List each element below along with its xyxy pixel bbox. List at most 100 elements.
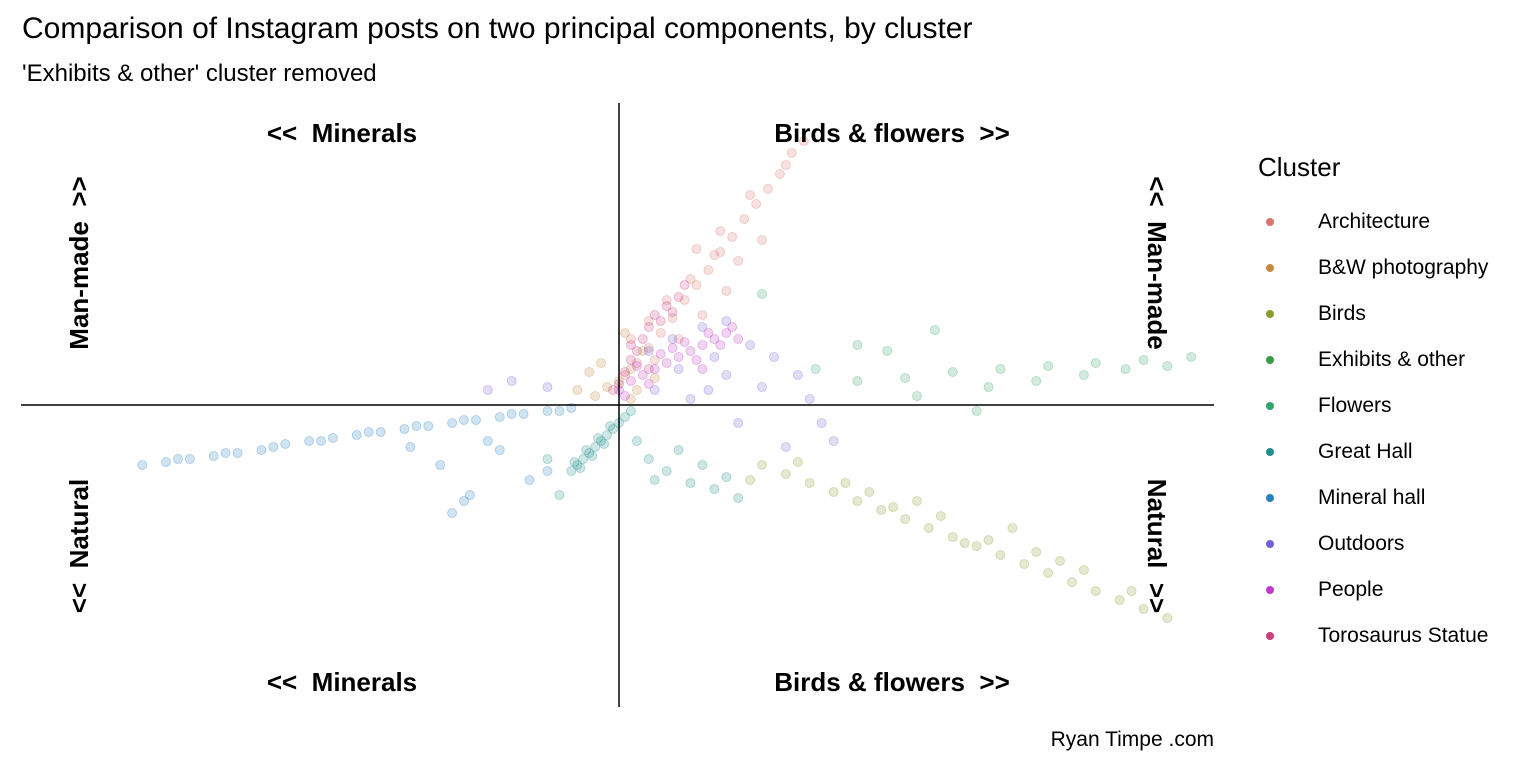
data-point: [1079, 565, 1089, 575]
series-people: [614, 322, 744, 401]
data-point: [459, 415, 469, 425]
data-point: [661, 301, 672, 311]
data-point: [327, 433, 338, 443]
data-point: [1162, 613, 1173, 623]
data-point: [983, 382, 994, 392]
data-point: [584, 448, 595, 458]
data-point: [620, 328, 630, 338]
data-point: [804, 478, 815, 488]
legend-label: Flowers: [1318, 394, 1392, 417]
data-point: [596, 436, 606, 446]
data-point: [757, 460, 767, 470]
data-point: [1019, 559, 1030, 569]
data-point: [769, 352, 779, 362]
data-point: [792, 457, 803, 467]
data-point: [304, 436, 315, 446]
data-point: [930, 325, 940, 335]
data-point: [351, 430, 362, 440]
data-point: [1162, 361, 1173, 371]
data-point: [685, 274, 696, 284]
data-point: [721, 286, 732, 296]
data-point: [703, 328, 714, 338]
data-point: [632, 436, 642, 446]
data-point: [1138, 604, 1149, 614]
legend-key: [1258, 578, 1282, 602]
data-point: [626, 406, 636, 416]
data-point: [745, 475, 755, 485]
legend-item: Torosaurus Statue: [1258, 613, 1488, 659]
series-outdoors: [482, 316, 839, 452]
data-point: [632, 385, 642, 395]
data-point: [715, 226, 726, 236]
data-point: [792, 370, 803, 380]
data-point: [542, 406, 553, 416]
data-point: [482, 385, 493, 395]
data-point: [375, 427, 386, 437]
data-point: [649, 310, 660, 320]
data-point: [637, 334, 648, 344]
legend-label: People: [1318, 578, 1384, 601]
data-point: [587, 451, 598, 461]
legend-item: Architecture: [1258, 199, 1488, 245]
data-point: [673, 364, 684, 374]
label-bottom-left: << Minerals: [267, 667, 417, 697]
data-point: [763, 184, 773, 194]
data-point: [506, 409, 517, 419]
data-point: [721, 328, 732, 338]
label-bottom-right: Birds & flowers >>: [774, 667, 1010, 697]
data-point: [643, 316, 654, 326]
data-point: [649, 355, 660, 365]
data-point: [649, 385, 660, 395]
legend-label: B&W photography: [1318, 256, 1489, 279]
data-point: [1090, 586, 1101, 596]
legend-label: Exhibits & other: [1318, 348, 1466, 371]
chart-title: Comparison of Instagram posts on two pri…: [22, 12, 973, 45]
data-point: [757, 382, 767, 392]
data-point: [184, 454, 195, 464]
data-point: [632, 358, 642, 368]
data-point: [733, 493, 744, 503]
data-point: [679, 337, 690, 347]
data-point: [602, 382, 612, 392]
legend-dot: [1266, 632, 1274, 640]
data-point: [524, 475, 535, 485]
data-point: [584, 367, 595, 377]
data-point: [542, 466, 553, 476]
data-point: [626, 334, 636, 344]
data-point: [727, 322, 738, 332]
data-point: [816, 418, 827, 428]
legend-dot: [1266, 402, 1274, 410]
data-point: [566, 466, 577, 476]
data-point: [554, 406, 565, 416]
data-point: [655, 349, 666, 359]
label-right-top: << Man-made: [1142, 176, 1172, 349]
series-architecture: [620, 136, 809, 380]
legend: Cluster Architecture B&W photography Birds…: [1258, 152, 1488, 659]
data-point: [679, 295, 690, 305]
data-point: [1043, 361, 1053, 371]
data-point: [995, 364, 1006, 374]
chart-subtitle: 'Exhibits & other' cluster removed: [22, 60, 377, 87]
legend-title: Cluster: [1258, 152, 1341, 182]
data-point: [268, 442, 279, 452]
series-flowers: [757, 289, 1197, 416]
data-point: [1067, 577, 1077, 587]
data-point: [465, 490, 475, 500]
data-point: [781, 442, 791, 452]
data-point: [721, 370, 732, 380]
data-point: [506, 376, 517, 386]
data-point: [673, 352, 684, 362]
data-point: [971, 406, 982, 416]
data-point: [697, 340, 708, 350]
data-point: [679, 280, 690, 290]
data-point: [667, 313, 678, 323]
data-point: [590, 442, 601, 452]
data-point: [626, 355, 636, 365]
data-point: [935, 511, 946, 521]
data-point: [593, 433, 603, 443]
data-point: [852, 376, 863, 386]
data-point: [733, 334, 744, 344]
data-point: [643, 343, 654, 353]
data-point: [959, 538, 970, 548]
